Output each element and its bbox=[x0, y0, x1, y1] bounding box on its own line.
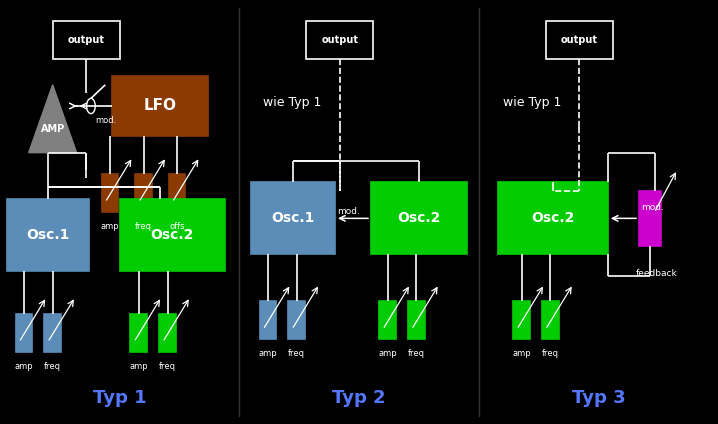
Bar bbox=[542, 301, 559, 339]
Text: Osc.2: Osc.2 bbox=[397, 211, 441, 226]
Text: amp: amp bbox=[513, 349, 531, 358]
Bar bbox=[169, 174, 185, 212]
Text: amp: amp bbox=[258, 349, 277, 358]
Bar bbox=[113, 76, 208, 136]
Text: freq: freq bbox=[44, 362, 61, 371]
Bar bbox=[546, 21, 612, 59]
Bar bbox=[120, 199, 225, 271]
Bar bbox=[379, 301, 396, 339]
Bar bbox=[102, 174, 118, 212]
Text: Osc.1: Osc.1 bbox=[271, 211, 315, 226]
Text: Typ 3: Typ 3 bbox=[572, 389, 625, 407]
Bar bbox=[52, 21, 120, 59]
Text: Typ 1: Typ 1 bbox=[93, 389, 146, 407]
Bar bbox=[135, 174, 152, 212]
Bar bbox=[159, 314, 176, 352]
Text: amp: amp bbox=[14, 362, 33, 371]
Bar bbox=[260, 301, 276, 339]
Text: output: output bbox=[561, 35, 597, 45]
Bar bbox=[16, 314, 32, 352]
Text: freq: freq bbox=[159, 362, 176, 371]
Text: Osc.2: Osc.2 bbox=[151, 228, 194, 243]
Bar bbox=[131, 314, 147, 352]
Text: freq: freq bbox=[135, 222, 152, 231]
Text: freq: freq bbox=[408, 349, 425, 358]
Text: wie Typ 1: wie Typ 1 bbox=[503, 96, 561, 109]
Bar bbox=[639, 191, 661, 246]
Bar bbox=[498, 182, 608, 254]
Text: feedback: feedback bbox=[636, 268, 678, 278]
Text: amp: amp bbox=[378, 349, 397, 358]
Text: mod.: mod. bbox=[641, 203, 664, 212]
Text: mod.: mod. bbox=[95, 116, 117, 125]
Text: amp: amp bbox=[101, 222, 119, 231]
Text: Osc.1: Osc.1 bbox=[26, 228, 70, 243]
Text: amp: amp bbox=[129, 362, 148, 371]
Text: output: output bbox=[67, 35, 105, 45]
Text: freq: freq bbox=[542, 349, 559, 358]
Bar bbox=[45, 314, 61, 352]
Polygon shape bbox=[29, 85, 77, 153]
Bar bbox=[371, 182, 467, 254]
Bar bbox=[408, 301, 425, 339]
Bar bbox=[307, 21, 373, 59]
Text: freq: freq bbox=[288, 349, 305, 358]
Text: offs: offs bbox=[169, 222, 185, 231]
Bar bbox=[513, 301, 530, 339]
Bar bbox=[7, 199, 88, 271]
Bar bbox=[251, 182, 335, 254]
Text: output: output bbox=[322, 35, 358, 45]
Text: Typ 2: Typ 2 bbox=[332, 389, 386, 407]
Text: AMP: AMP bbox=[40, 124, 65, 134]
Text: mod.: mod. bbox=[337, 207, 360, 216]
Bar bbox=[289, 301, 305, 339]
Text: wie Typ 1: wie Typ 1 bbox=[264, 96, 322, 109]
Text: LFO: LFO bbox=[144, 98, 177, 114]
Text: Osc.2: Osc.2 bbox=[531, 211, 574, 226]
